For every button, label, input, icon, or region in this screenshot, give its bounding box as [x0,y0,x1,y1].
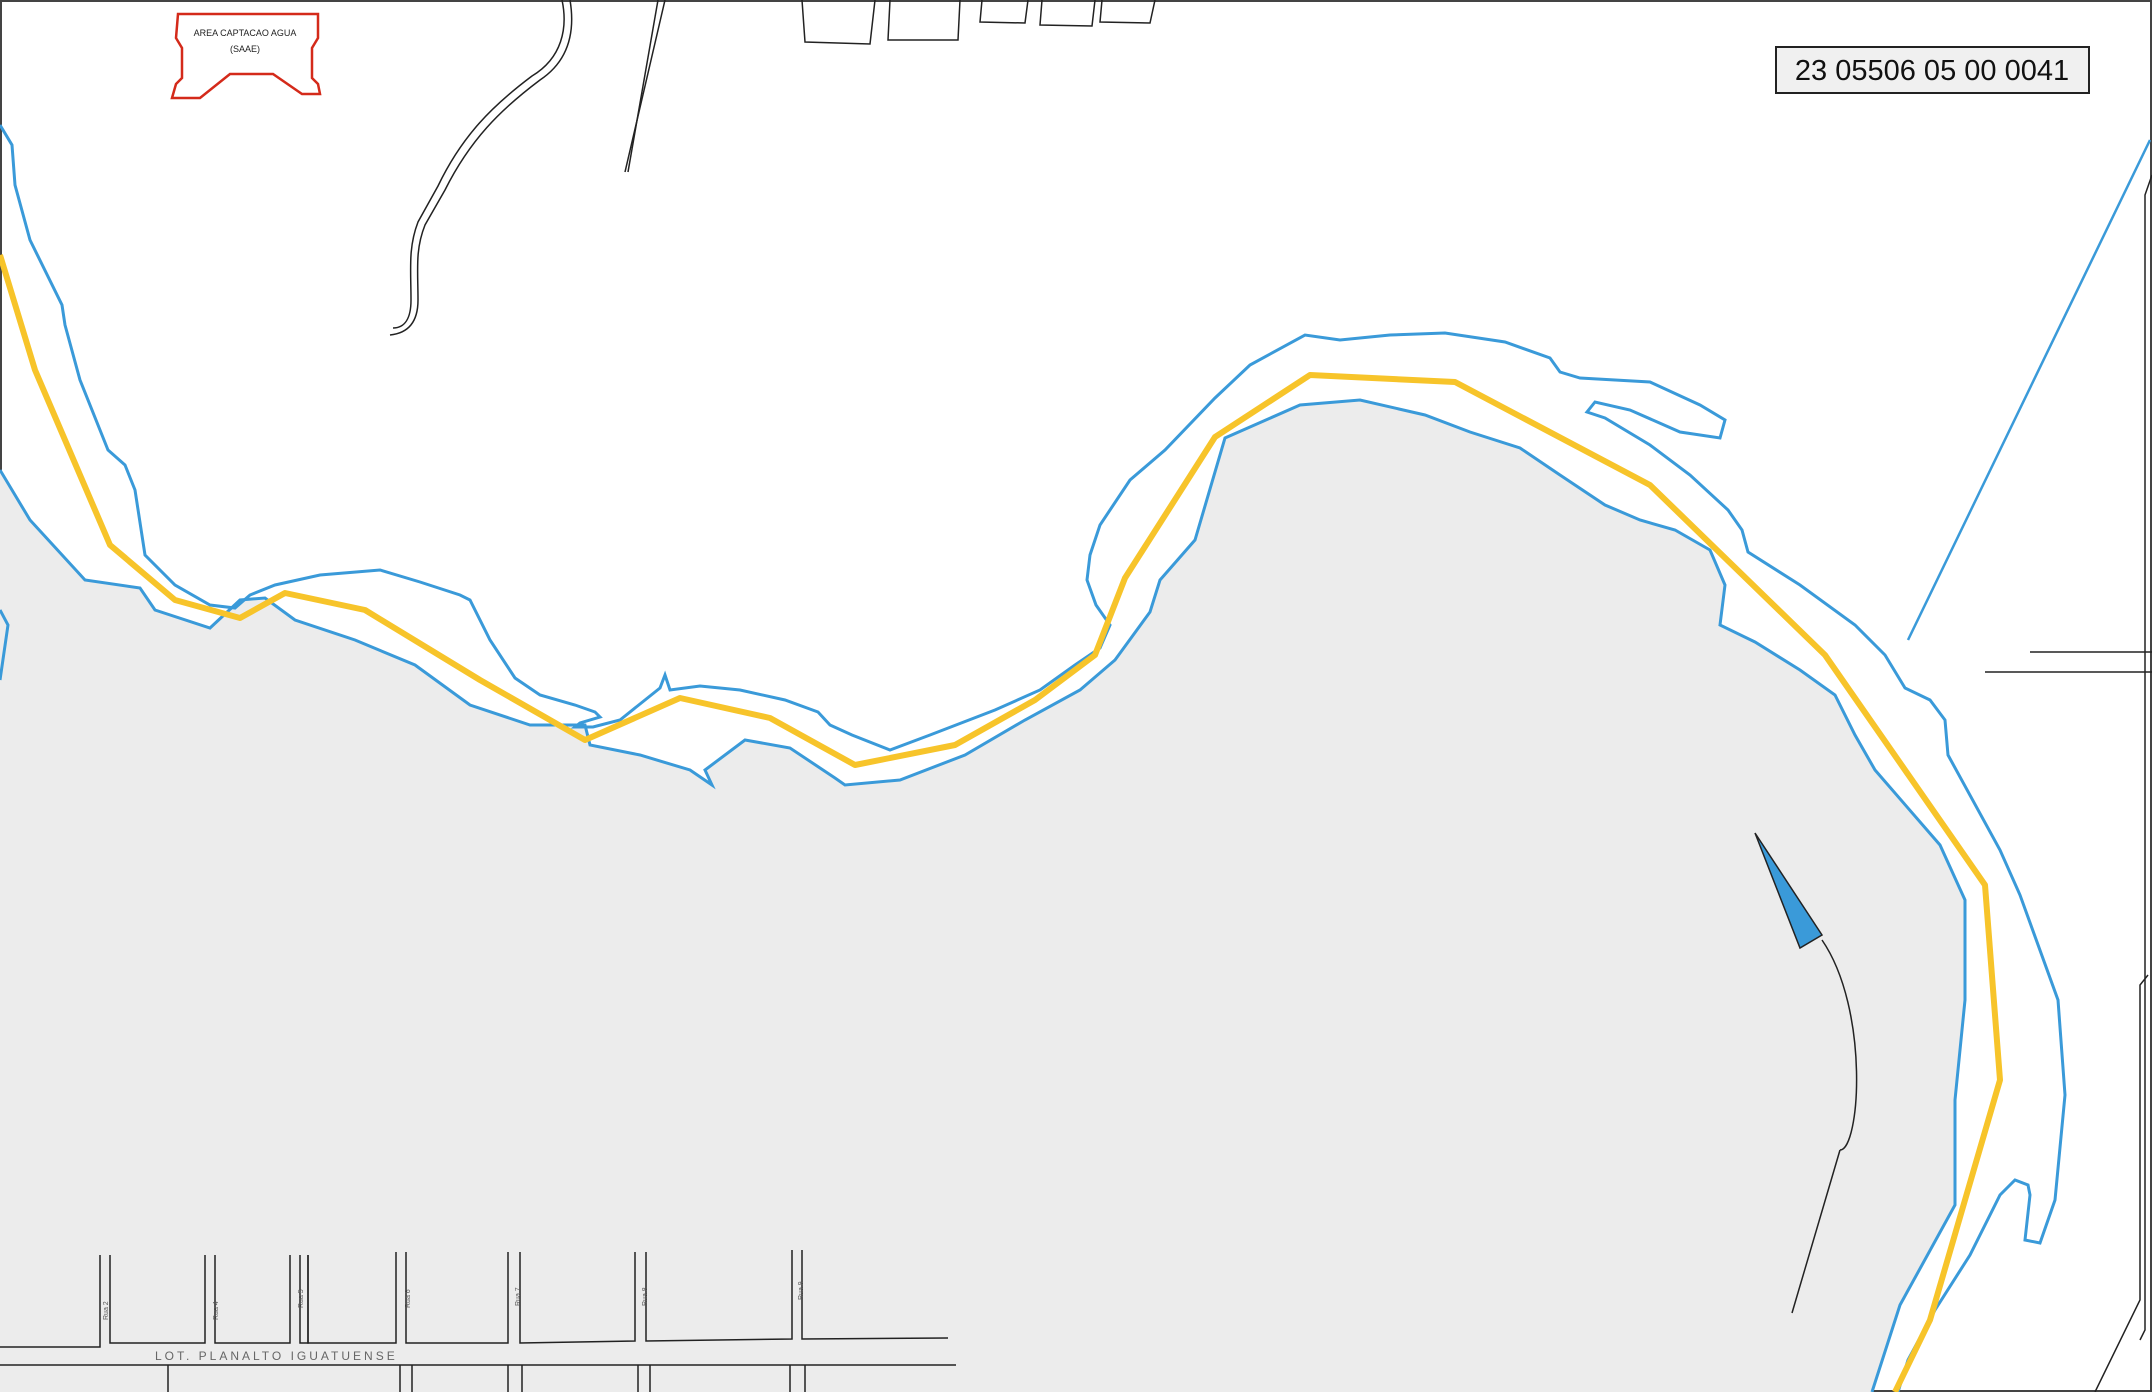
parcel-code: 23 05506 05 00 0041 [1795,55,2069,87]
street-label: Rua 5 [298,1289,305,1308]
shoreline-inner [0,398,1967,1392]
water-area-label-line1: AREA CAPTACAO AGUA [194,28,297,38]
street-label: Rua 4 [213,1301,220,1320]
street-label: Rua 6 [405,1289,412,1308]
water-area-label-line2: (SAAE) [230,44,260,54]
street-label: Rua 7 [515,1287,522,1306]
street-label: Rua 9 [798,1281,805,1300]
subdivision-streets [0,1250,956,1392]
road-curve-top [389,0,666,336]
road-right [1985,174,2152,1392]
reservoir-water [0,400,1965,1392]
water-capture-area [170,12,322,100]
parcel-code-box [1775,46,2090,94]
shoreline-outer [0,124,2067,1392]
street-labels: Rua 2 Rua 4 Rua 5 Rua 6 Rua 7 Rua 8 Rua … [103,1281,805,1320]
direction-arrow-icon [1754,832,1824,950]
subdivision-label: LOT. PLANALTO IGUATUENSE [155,1349,398,1363]
arrow-arc [1791,939,1858,1314]
blue-diagonal-line [1906,139,2152,641]
street-label: Rua 2 [103,1301,110,1320]
property-boundary [0,254,2003,1392]
buildings-top [801,0,1156,45]
street-label: Rua 8 [642,1287,649,1306]
shoreline-left-fragment [0,609,10,681]
